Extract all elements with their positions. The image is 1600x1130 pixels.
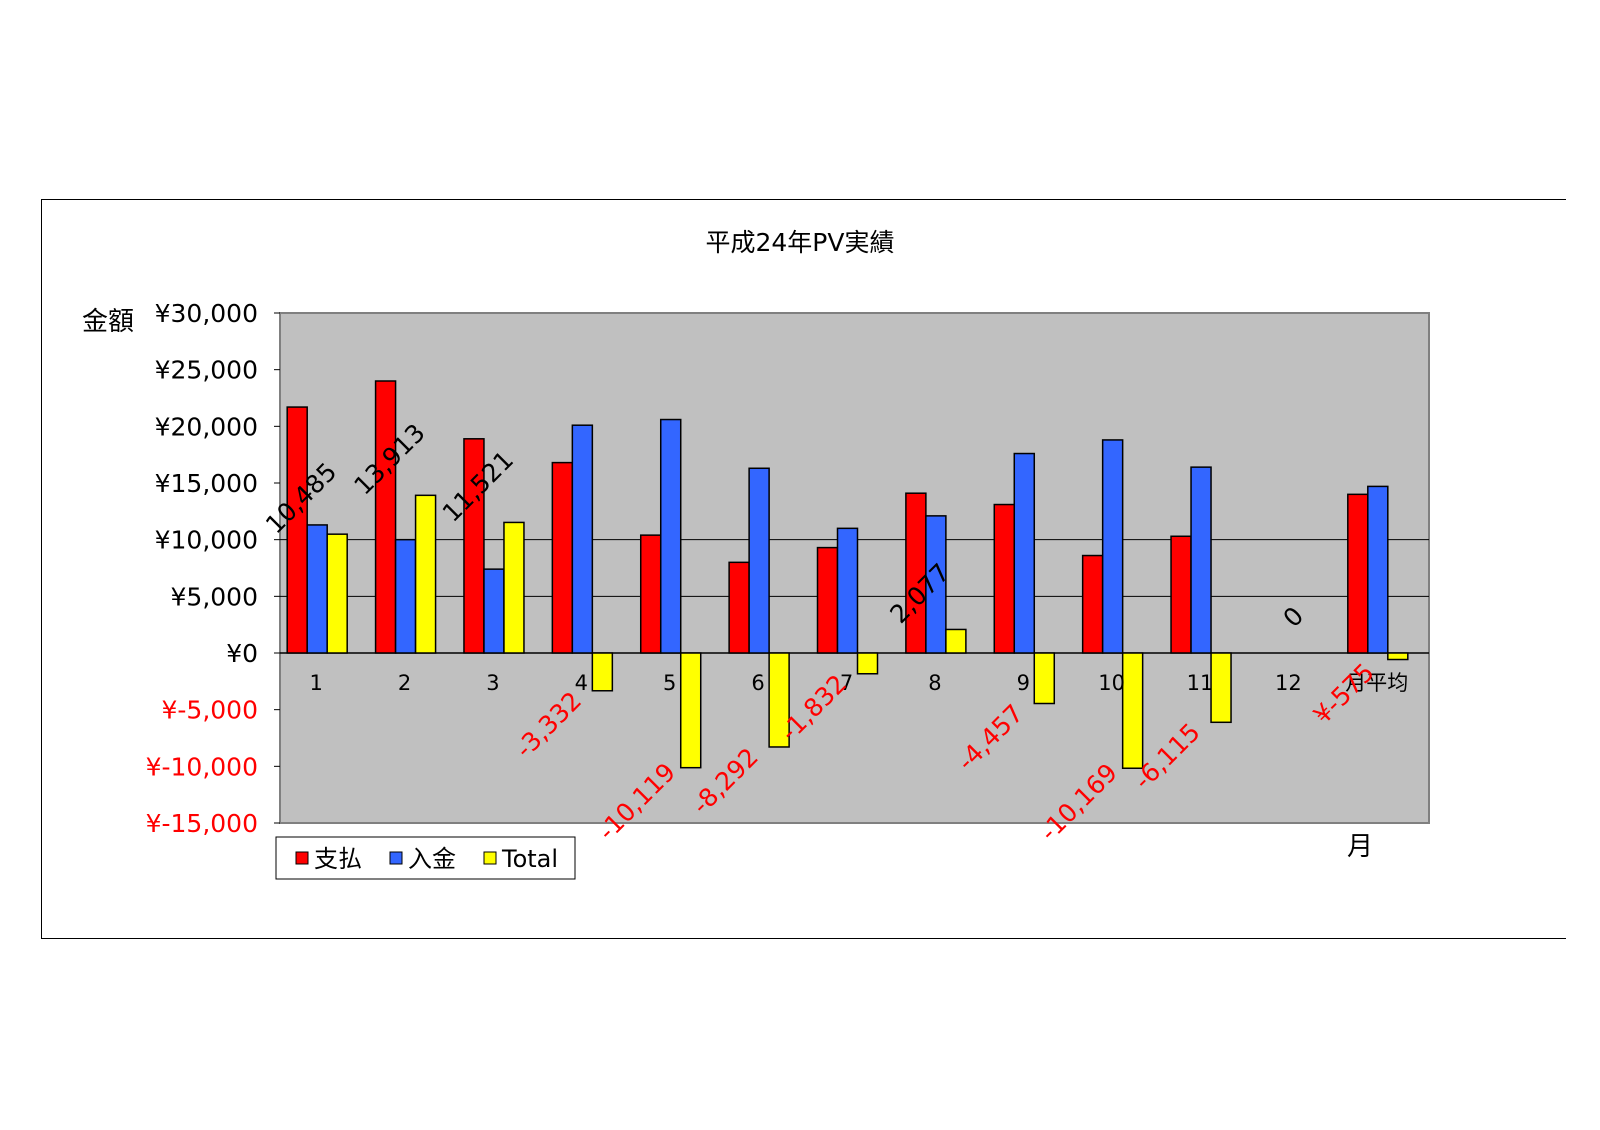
y-tick-label: ¥15,000 [155,469,258,498]
bar-入金-5 [659,418,682,654]
bars [286,380,1409,769]
x-tick-label: 9 [1017,671,1030,695]
y-tick-label: ¥0 [226,639,258,668]
y-tick-label: ¥20,000 [155,412,258,441]
bar-支払-5 [639,534,662,654]
y-tick-label: ¥-5,000 [162,696,259,725]
x-tick-label: 月平均 [1345,671,1408,695]
bar-支払-月平均 [1347,493,1369,654]
chart-frame: 平成24年PV実績 金額 月 ¥30,000 ¥25,000 ¥20,000 ¥15,… [41,199,1566,939]
bar-支払-4 [551,461,574,654]
legend-label: 入金 [408,845,456,873]
bar-支払-2 [374,380,397,654]
x-axis-title: 月 [1347,832,1373,862]
x-tick-label: 7 [840,671,853,695]
x-tick-label: 10 [1098,671,1125,695]
y-tick-label: ¥5,000 [171,582,258,611]
x-tick-label: 6 [751,671,764,695]
bar-Total-10 [1121,652,1144,769]
bar-Total-7 [856,652,879,675]
bar-支払-9 [993,503,1016,654]
legend-box [275,836,576,880]
x-tick-label: 2 [398,671,411,695]
y-tick-label: ¥-10,000 [146,752,258,781]
y-tick-label: ¥-15,000 [146,809,258,838]
x-tick-label: 5 [663,671,676,695]
bar-入金-10 [1101,439,1124,654]
bar-入金-1 [306,524,328,654]
bar-入金-4 [571,424,594,654]
bar-Total-5 [679,652,702,769]
x-tick-label: 8 [928,671,941,695]
bar-Total-11 [1210,652,1232,724]
y-tick-label: ¥10,000 [155,526,258,555]
bar-Total-3 [503,521,525,654]
bar-入金-2 [394,538,417,654]
x-tick-label: 11 [1187,671,1214,695]
legend-swatch [389,851,403,865]
bar-入金-月平均 [1367,485,1389,654]
x-tick-label: 12 [1275,671,1302,695]
y-tick-label: ¥25,000 [155,356,258,385]
x-tick-label: 1 [310,671,323,695]
bar-入金-8 [925,515,947,654]
bar-入金-3 [483,568,505,654]
bar-Total-8 [945,628,967,654]
legend: 支払 入金 Total [275,836,576,880]
bar-入金-9 [1013,452,1036,654]
bar-Total-9 [1033,652,1056,705]
bar-支払-7 [816,546,839,654]
bar-支払-1 [286,406,308,654]
x-tick-label: 3 [486,671,499,695]
legend-swatch [295,851,309,865]
bar-入金-7 [836,527,859,654]
legend-swatch [483,851,497,865]
bar-支払-6 [728,561,750,654]
y-axis-ticks: ¥30,000 ¥25,000 ¥20,000 ¥15,000 ¥10,000 ¥5,00… [146,299,280,838]
chart-title: 平成24年PV実績 [706,228,895,257]
x-axis-ticks: 1 2 3 4 5 6 7 8 9 10 11 12 月平均 [310,671,1409,695]
legend-label: 支払 [314,845,362,873]
bar-Total-2 [414,494,437,654]
x-tick-label: 4 [575,671,588,695]
bar-入金-6 [748,467,770,654]
bar-Total-6 [768,652,790,748]
bar-入金-11 [1190,466,1212,654]
bar-Total-1 [326,533,348,654]
bar-支払-11 [1170,535,1192,654]
bar-Total-月平均 [1387,652,1409,661]
bar-支払-10 [1081,554,1104,654]
bar-Total-4 [591,652,614,692]
y-tick-label: ¥30,000 [155,299,258,328]
legend-label: Total [501,845,558,873]
chart-svg: 平成24年PV実績 金額 月 ¥30,000 ¥25,000 ¥20,000 ¥15,… [82,228,1430,880]
y-axis-title: 金額 [82,307,134,337]
bar-支払-3 [463,438,485,654]
